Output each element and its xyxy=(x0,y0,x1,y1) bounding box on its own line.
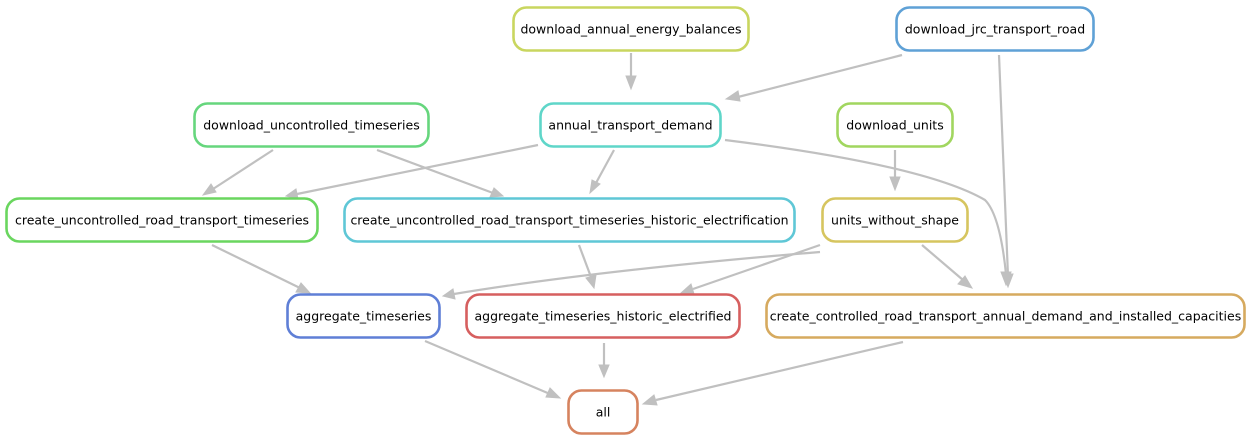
arrowhead-icon xyxy=(625,75,637,91)
arrowhead-icon xyxy=(489,187,505,198)
arrowhead-icon xyxy=(641,394,658,406)
edge-download_annual_energy_balances-to-annual_transport_demand xyxy=(625,53,637,91)
node-label: create_uncontrolled_road_transport_times… xyxy=(15,213,309,228)
node-annual-transport-demand[interactable]: annual_transport_demand xyxy=(539,102,722,148)
node-aggregate-timeseries-historic-electrified[interactable]: aggregate_timeseries_historic_electrifie… xyxy=(465,293,741,339)
node-download-uncontrolled-timeseries[interactable]: download_uncontrolled_timeseries xyxy=(193,102,430,148)
edge-create_uncontrolled_road_transport_timeseries-to-aggregate_timeseries xyxy=(211,244,312,294)
edge-line xyxy=(737,53,903,99)
edge-line xyxy=(296,143,539,196)
node-label: annual_transport_demand xyxy=(548,118,712,133)
node-label: create_controlled_road_transport_annual_… xyxy=(770,309,1241,324)
arrowhead-icon xyxy=(724,90,741,102)
arrowhead-icon xyxy=(1000,271,1012,287)
arrowhead-icon xyxy=(545,387,562,399)
edges-layer xyxy=(201,53,1014,406)
node-box[interactable] xyxy=(539,102,722,148)
edge-annual_transport_demand-to-create_uncontrolled_road_transport_timeseries_historic_electrification xyxy=(589,149,615,195)
edge-line xyxy=(453,250,821,296)
arrowhead-icon xyxy=(598,364,610,379)
node-create-uncontrolled-road-transport-timeseries-historic-electrification[interactable]: create_uncontrolled_road_transport_times… xyxy=(343,197,796,243)
node-label: all xyxy=(596,405,611,420)
edge-line xyxy=(212,149,274,190)
node-create-uncontrolled-road-transport-timeseries[interactable]: create_uncontrolled_road_transport_times… xyxy=(5,197,319,243)
node-box[interactable] xyxy=(821,197,969,243)
arrowhead-icon xyxy=(441,288,456,300)
edge-units_without_shape-to-aggregate_timeseries_historic_electrified xyxy=(679,243,821,295)
node-box[interactable] xyxy=(765,293,1246,339)
arrowhead-icon xyxy=(957,275,974,289)
edge-line xyxy=(724,138,1008,275)
node-label: download_annual_energy_balances xyxy=(520,22,741,37)
node-label: aggregate_timeseries xyxy=(296,309,432,324)
node-box[interactable] xyxy=(343,197,796,243)
node-label: units_without_shape xyxy=(831,213,959,228)
edge-download_jrc_transport_road-to-create_controlled_road_transport_annual_demand_and_installed_capacities xyxy=(997,54,1014,289)
node-box[interactable] xyxy=(465,293,741,339)
node-box[interactable] xyxy=(895,6,1095,52)
node-box[interactable] xyxy=(193,102,430,148)
nodes-layer: download_annual_energy_balances download_… xyxy=(5,6,1246,435)
node-box[interactable] xyxy=(286,293,441,339)
arrowhead-icon xyxy=(679,283,695,295)
edge-annual_transport_demand-to-create_controlled_road_transport_annual_demand_and_installed_capacities xyxy=(724,138,1012,287)
node-label: aggregate_timeseries_historic_electrifie… xyxy=(475,309,732,324)
node-box[interactable] xyxy=(567,389,639,435)
edge-create_uncontrolled_road_transport_timeseries_historic_electrification-to-aggregate_timeseries_historic_electrified xyxy=(577,244,597,290)
edge-line xyxy=(921,244,964,281)
edge-download_uncontrolled_timeseries-to-create_uncontrolled_road_transport_timeseries xyxy=(201,149,274,196)
arrowhead-icon xyxy=(889,176,901,192)
edge-download_uncontrolled_timeseries-to-create_uncontrolled_road_transport_timeseries_historic_electrification xyxy=(376,148,505,198)
edge-line xyxy=(376,148,494,195)
edge-line xyxy=(997,54,1010,277)
node-box[interactable] xyxy=(512,6,750,52)
edge-download_units-to-units_without_shape xyxy=(889,150,901,192)
edge-annual_transport_demand-to-create_uncontrolled_road_transport_timeseries xyxy=(284,143,539,200)
edge-download_jrc_transport_road-to-annual_transport_demand xyxy=(724,53,903,102)
node-box[interactable] xyxy=(836,102,954,148)
arrowhead-icon xyxy=(201,183,217,196)
edge-units_without_shape-to-aggregate_timeseries xyxy=(441,250,821,300)
arrowhead-icon xyxy=(585,274,597,290)
edge-line xyxy=(424,339,551,396)
node-label: create_uncontrolled_road_transport_times… xyxy=(350,213,788,228)
node-units-without-shape[interactable]: units_without_shape xyxy=(821,197,969,243)
arrowhead-icon xyxy=(295,282,312,294)
node-label: download_uncontrolled_timeseries xyxy=(203,118,419,133)
edge-line xyxy=(692,243,821,291)
node-download-jrc-transport-road[interactable]: download_jrc_transport_road xyxy=(895,6,1095,52)
node-label: download_units xyxy=(846,118,943,133)
node-download-annual-energy-balances[interactable]: download_annual_energy_balances xyxy=(512,6,750,52)
edge-line xyxy=(577,244,593,278)
edge-aggregate_timeseries_historic_electrified-to-all xyxy=(598,343,610,379)
node-all[interactable]: all xyxy=(567,389,639,435)
node-create-controlled-road-transport-annual-demand-and-installed-capacities[interactable]: create_controlled_road_transport_annual_… xyxy=(765,293,1246,339)
node-box[interactable] xyxy=(5,197,319,243)
edge-line xyxy=(595,149,615,184)
edge-units_without_shape-to-create_controlled_road_transport_annual_demand_and_installed_capacities xyxy=(921,244,974,289)
edge-aggregate_timeseries-to-all xyxy=(424,339,562,399)
edge-line xyxy=(211,244,301,289)
node-label: download_jrc_transport_road xyxy=(905,22,1085,37)
edge-create_controlled_road_transport_annual_demand_and_installed_capacities-to-all xyxy=(641,340,904,406)
edge-line xyxy=(655,340,904,402)
arrowhead-icon xyxy=(589,179,601,195)
node-download-units[interactable]: download_units xyxy=(836,102,954,148)
node-aggregate-timeseries[interactable]: aggregate_timeseries xyxy=(286,293,441,339)
